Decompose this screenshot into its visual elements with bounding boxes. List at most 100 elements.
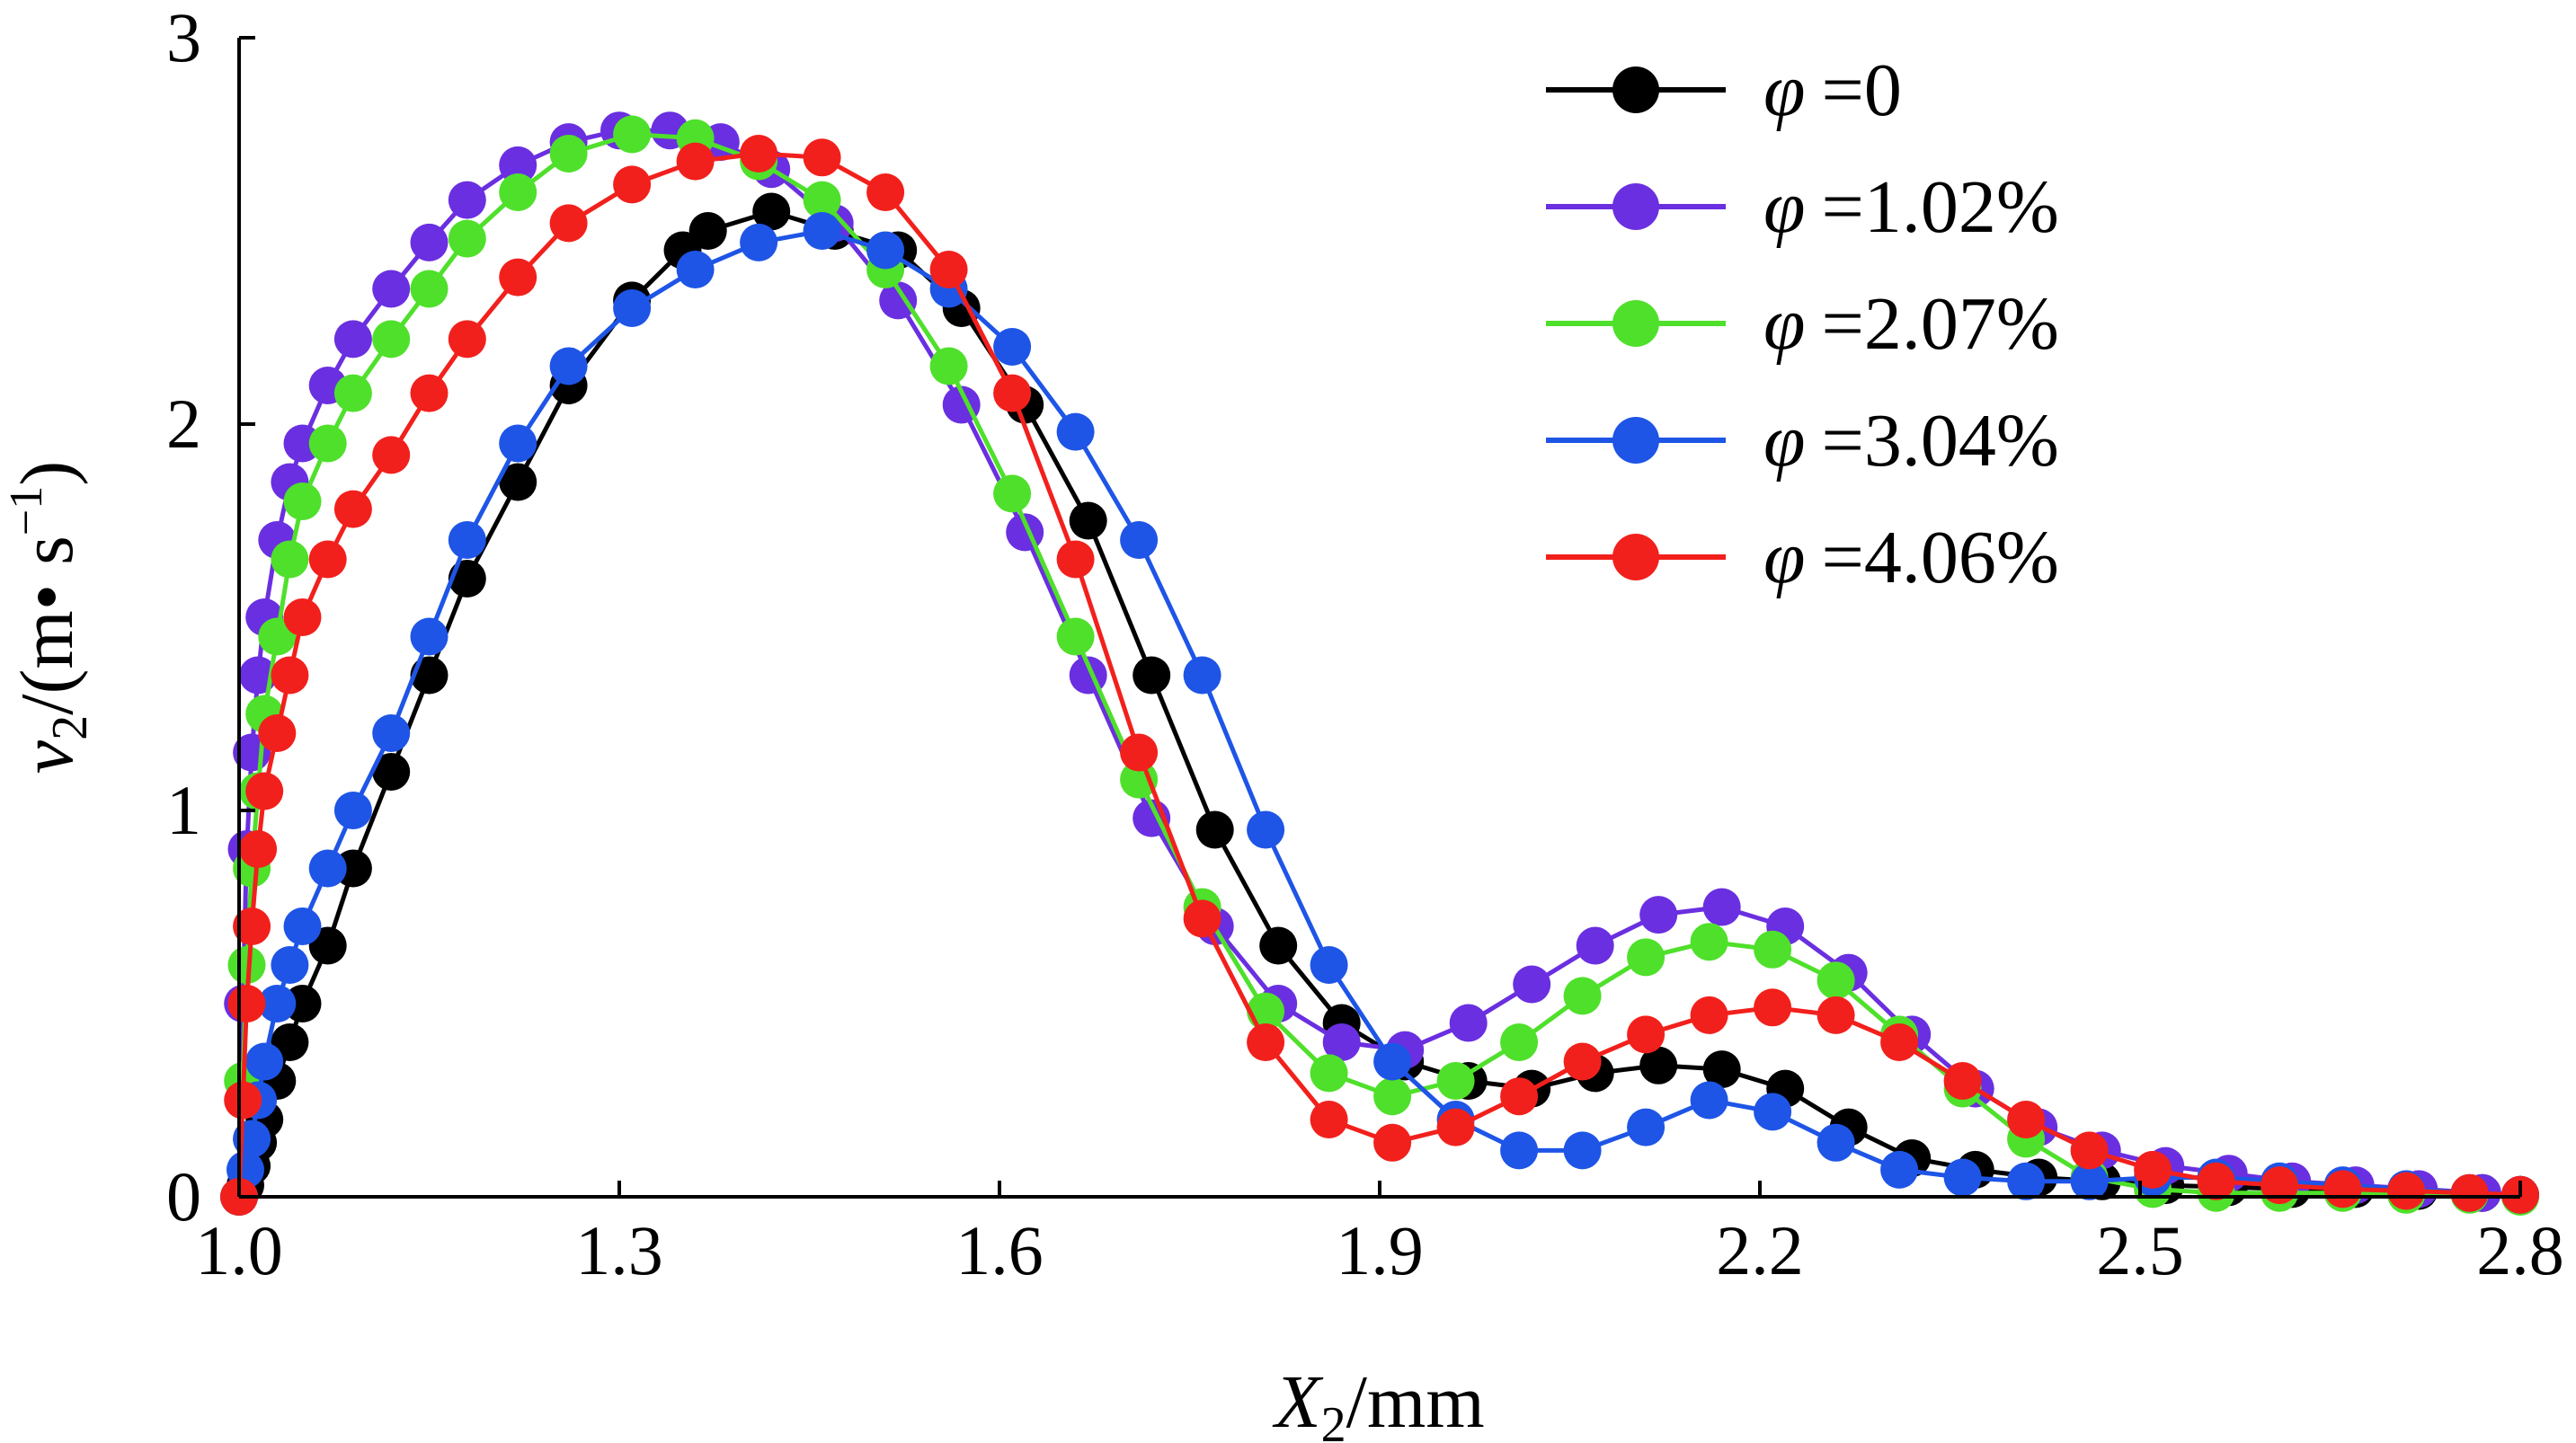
legend-item: φ =1.02% (1546, 165, 2059, 249)
legend-item: φ =0 (1546, 49, 1902, 132)
data-point (448, 320, 486, 359)
data-point (410, 223, 449, 261)
data-point (2261, 1166, 2299, 1205)
data-point (1310, 1101, 1348, 1138)
legend-item: φ =4.06% (1546, 516, 2059, 599)
data-point (333, 490, 372, 528)
data-point (549, 135, 588, 173)
legend-marker (1612, 66, 1659, 113)
y-tick-label: 2 (166, 385, 201, 463)
data-point (499, 173, 537, 211)
data-point (308, 424, 347, 463)
data-point (676, 251, 715, 288)
data-point (1120, 733, 1159, 772)
data-point (688, 212, 727, 250)
data-point (372, 753, 411, 791)
legend-marker (1612, 183, 1659, 230)
data-point (549, 347, 588, 385)
legend-item: φ =2.07% (1546, 282, 2059, 366)
data-point (2070, 1162, 2109, 1200)
data-point (993, 474, 1032, 513)
x-tick-label: 1.0 (195, 1211, 283, 1289)
data-point (1436, 1108, 1475, 1146)
y-axis-title: v2/(m• s−1) (1, 461, 98, 774)
data-point (613, 289, 652, 327)
data-point (1880, 1023, 1919, 1061)
data-point (271, 946, 309, 984)
data-point (308, 540, 347, 579)
data-point (1576, 926, 1614, 965)
data-point (1639, 896, 1678, 934)
data-point (1500, 1131, 1539, 1170)
data-point (1133, 656, 1171, 695)
legend: φ =0 φ =1.02% φ =2.07% φ =3.04% φ =4.06% (1546, 49, 2059, 599)
data-point (1639, 1046, 1678, 1084)
data-point (866, 173, 905, 211)
data-point (499, 258, 537, 297)
legend-label: φ =0 (1763, 49, 1902, 132)
data-point (448, 181, 486, 219)
data-point (227, 985, 266, 1022)
data-point (1513, 965, 1551, 1004)
data-point (1690, 1081, 1728, 1120)
data-point (1056, 540, 1095, 579)
data-point (258, 985, 297, 1022)
data-point (879, 281, 918, 320)
series-line (236, 128, 2521, 1198)
data-point (2450, 1173, 2489, 1212)
data-point (2387, 1172, 2426, 1210)
data-point (1195, 810, 1234, 849)
legend-label: φ =3.04% (1763, 399, 2059, 482)
data-point (372, 714, 411, 752)
data-point (1563, 1131, 1602, 1170)
legend-label: φ =1.02% (1763, 165, 2059, 249)
data-point (2323, 1170, 2362, 1208)
data-point (1500, 1077, 1539, 1116)
data-point (499, 424, 537, 463)
data-point (1069, 501, 1107, 540)
data-point (1056, 617, 1095, 656)
data-point (2070, 1131, 2109, 1170)
x-tick-label: 2.5 (2096, 1211, 2184, 1289)
series-line (236, 132, 2521, 1200)
data-point (410, 617, 449, 656)
data-point (283, 598, 322, 636)
series-layer (220, 111, 2539, 1216)
legend-label: φ =4.06% (1763, 516, 2059, 599)
data-point (1943, 1062, 1982, 1100)
data-point (549, 204, 588, 243)
data-point (803, 212, 841, 250)
data-point (676, 142, 715, 181)
legend-marker (1612, 534, 1659, 580)
data-point (740, 223, 778, 261)
data-point (1183, 899, 1221, 938)
data-point (410, 374, 449, 412)
data-point (271, 656, 309, 695)
data-point (333, 320, 372, 359)
data-point (803, 138, 841, 177)
data-point (499, 146, 537, 184)
data-point (233, 907, 271, 945)
data-point (1754, 988, 1792, 1027)
legend-marker (1612, 300, 1659, 347)
data-point (1627, 1108, 1666, 1146)
data-point (1754, 930, 1792, 969)
data-point (1702, 1050, 1741, 1089)
data-point (1500, 1023, 1539, 1061)
data-point (613, 165, 652, 204)
series-4 (220, 135, 2539, 1216)
data-point (2007, 1162, 2046, 1200)
data-point (2197, 1162, 2235, 1200)
data-point (1310, 1054, 1348, 1093)
data-point (803, 181, 841, 219)
data-point (372, 270, 411, 308)
data-point (1563, 1042, 1602, 1081)
data-point (1247, 810, 1285, 849)
data-point (613, 115, 652, 154)
data-point (929, 347, 968, 385)
data-point (448, 521, 486, 559)
data-point (333, 374, 372, 412)
y-tick-label: 1 (166, 771, 201, 849)
data-point (271, 540, 309, 579)
data-point (448, 219, 486, 258)
